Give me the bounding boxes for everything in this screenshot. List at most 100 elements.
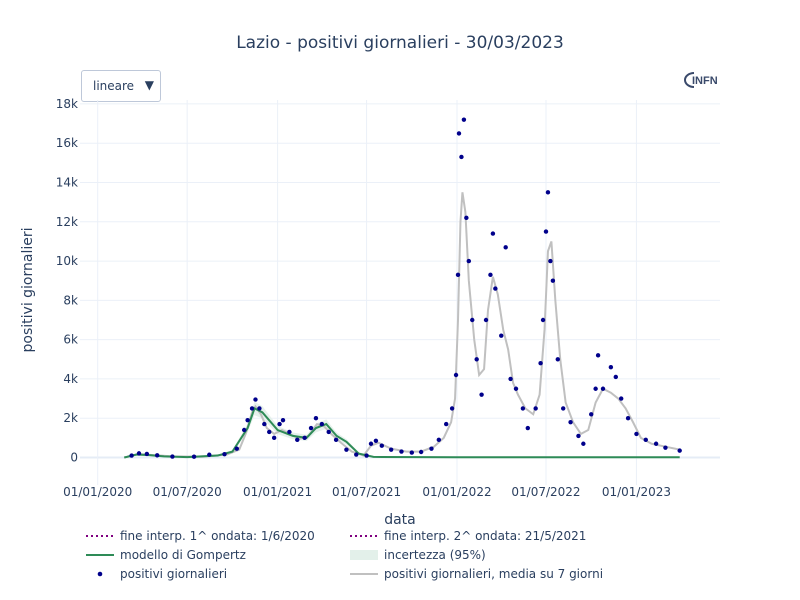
y-tick-label: 6k: [63, 333, 78, 347]
y-tick-label: 18k: [56, 97, 78, 111]
data-point: [600, 386, 606, 391]
uncertainty-layer: [124, 401, 680, 458]
data-point: [455, 272, 461, 278]
data-point: [543, 229, 549, 234]
data-point: [548, 258, 553, 264]
legend-label-gompertz: modello di Gompertz: [120, 548, 246, 562]
data-point: [595, 353, 601, 358]
data-point: [249, 406, 255, 411]
legend-item-interp2[interactable]: fine interp. 2^ ondata: 21/5/2021: [350, 529, 586, 543]
data-point: [464, 215, 469, 221]
uncertainty-band: [124, 401, 680, 458]
data-point: [295, 437, 300, 443]
data-point: [653, 441, 659, 446]
data-point: [144, 451, 150, 457]
data-point: [608, 364, 614, 370]
data-point: [191, 454, 197, 459]
data-point: [479, 392, 484, 397]
data-point: [399, 449, 404, 454]
data-point: [677, 448, 682, 453]
data-point: [271, 435, 277, 441]
y-tick-label: 12k: [56, 215, 78, 229]
data-point: [613, 374, 618, 380]
data-point: [253, 397, 258, 402]
data-point: [308, 425, 314, 431]
x-axis-title: data: [384, 512, 416, 528]
data-point: [643, 437, 648, 443]
data-point: [513, 386, 519, 391]
data-point: [499, 333, 504, 338]
chart-title: Lazio - positivi giornalieri - 30/03/202…: [236, 33, 564, 53]
legend-item-positives[interactable]: positivi giornalieri: [97, 567, 227, 581]
data-point: [525, 425, 531, 431]
legend-label-interp1: fine interp. 1^ ondata: 1/6/2020: [120, 529, 315, 543]
legend: fine interp. 1^ ondata: 1/6/2020 fine in…: [86, 529, 603, 581]
x-tick-label: 01/01/2022: [422, 485, 491, 499]
data-point: [418, 449, 424, 455]
data-point: [568, 419, 573, 425]
data-point: [459, 154, 464, 160]
data-point: [257, 406, 262, 411]
data-point: [618, 396, 624, 401]
data-point: [241, 427, 247, 433]
data-point: [555, 357, 560, 362]
infn-logo-text: INFN: [692, 75, 718, 87]
x-tick-label: 01/01/2021: [243, 485, 312, 499]
data-point: [456, 131, 462, 136]
x-tick-label: 01/07/2022: [511, 485, 580, 499]
data-point: [538, 361, 543, 366]
scale-dropdown[interactable]: lineare ▼: [81, 70, 161, 102]
data-point: [461, 117, 467, 122]
data-point: [354, 452, 359, 457]
data-point: [581, 441, 586, 446]
legend-item-uncertainty[interactable]: incertezza (95%): [350, 548, 486, 562]
data-point: [444, 421, 449, 427]
data-point: [503, 245, 508, 250]
data-point: [170, 454, 175, 459]
data-point: [474, 357, 479, 362]
y-tick-label: 0: [70, 451, 78, 465]
data-point: [368, 441, 374, 446]
data-point: [277, 421, 282, 427]
legend-label-uncertainty: incertezza (95%): [384, 548, 486, 562]
data-point: [129, 453, 134, 458]
data-point: [429, 446, 434, 451]
data-point: [379, 443, 385, 448]
x-tick-label: 01/01/2020: [63, 485, 132, 499]
data-point: [483, 317, 489, 323]
data-point: [364, 453, 369, 458]
data-point: [409, 450, 414, 455]
legend-label-moving-average: positivi giornalieri, media su 7 giorni: [384, 567, 603, 581]
data-point: [490, 231, 496, 236]
data-point: [449, 406, 455, 411]
data-point: [326, 429, 331, 435]
x-tick-label: 01/07/2020: [153, 485, 222, 499]
y-tick-label: 14k: [56, 176, 78, 190]
infn-logo: INFN: [684, 72, 718, 88]
data-point: [313, 416, 319, 421]
legend-item-gompertz[interactable]: modello di Gompertz: [86, 548, 246, 562]
data-point: [560, 406, 566, 411]
y-axis: 0 2k 4k 6k 8k 10k 12k 14k 16k 18k: [56, 97, 78, 465]
data-point: [550, 278, 556, 283]
data-point: [470, 317, 475, 323]
data-point: [136, 451, 142, 456]
data-point: [245, 417, 250, 423]
data-point: [302, 435, 307, 441]
data-point: [344, 447, 349, 452]
y-tick-label: 4k: [63, 372, 78, 386]
data-point: [222, 451, 227, 457]
legend-label-interp2: fine interp. 2^ ondata: 21/5/2021: [384, 529, 586, 543]
data-point: [207, 452, 212, 457]
data-point: [634, 431, 639, 437]
data-point: [319, 421, 325, 427]
legend-item-moving-average[interactable]: positivi giornalieri, media su 7 giorni: [350, 567, 603, 581]
x-tick-label: 01/07/2021: [332, 485, 401, 499]
data-point: [593, 386, 598, 391]
data-point: [333, 437, 339, 443]
scale-dropdown-label: lineare: [93, 79, 135, 93]
data-point: [576, 433, 581, 439]
legend-item-interp1[interactable]: fine interp. 1^ ondata: 1/6/2020: [86, 529, 315, 543]
triangle-down-icon: ▼: [144, 78, 154, 92]
legend-label-positives: positivi giornalieri: [120, 567, 227, 581]
